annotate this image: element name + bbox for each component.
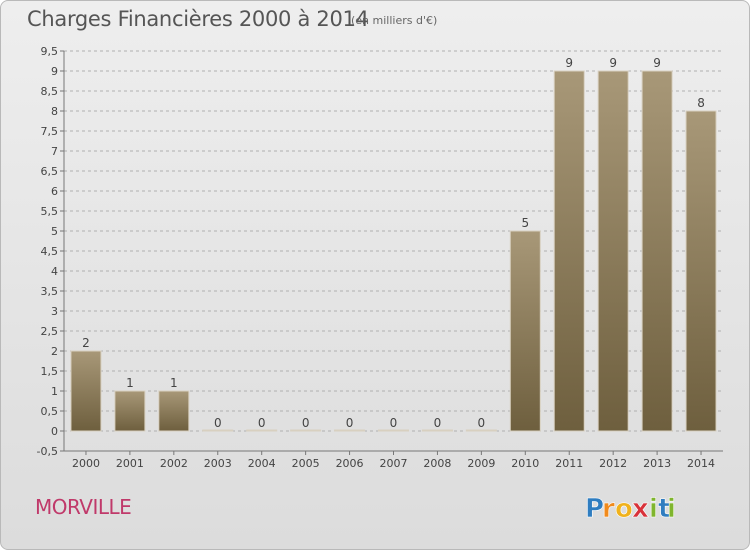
bar-value-label: 2 bbox=[82, 336, 90, 350]
bar bbox=[202, 429, 234, 432]
bar-value-label: 0 bbox=[302, 416, 310, 430]
bar bbox=[685, 110, 717, 432]
y-tick-label: 5,5 bbox=[41, 205, 59, 218]
y-tick-label: 0,5 bbox=[41, 405, 59, 418]
bar bbox=[334, 429, 366, 432]
logo-letter: t bbox=[658, 494, 670, 524]
bar-value-label: 1 bbox=[126, 376, 134, 390]
bar bbox=[597, 70, 629, 432]
y-tick-label: 2,5 bbox=[41, 325, 59, 338]
logo-letter: x bbox=[632, 494, 649, 524]
bar-value-label: 0 bbox=[346, 416, 354, 430]
x-tick-label: 2001 bbox=[116, 457, 144, 470]
bar bbox=[421, 429, 453, 432]
y-tick-label: 0 bbox=[51, 425, 58, 438]
x-tick-label: 2010 bbox=[511, 457, 539, 470]
bar-value-label: 0 bbox=[390, 416, 398, 430]
y-tick-label: 1 bbox=[51, 385, 58, 398]
bar-value-label: 1 bbox=[170, 376, 178, 390]
bar bbox=[465, 429, 497, 432]
bar-value-label: 0 bbox=[478, 416, 486, 430]
bar-value-label: 5 bbox=[521, 216, 529, 230]
y-tick-label: 7,5 bbox=[41, 125, 59, 138]
bar bbox=[70, 350, 102, 432]
y-tick-label: 4,5 bbox=[41, 245, 59, 258]
logo-letter: i bbox=[649, 494, 658, 524]
bar bbox=[641, 70, 673, 432]
logo-letter: P bbox=[585, 494, 604, 524]
y-tick-label: 6 bbox=[51, 185, 58, 198]
y-tick-label: 1,5 bbox=[41, 365, 59, 378]
y-tick-label: 4 bbox=[51, 265, 58, 278]
y-tick-label: 8 bbox=[51, 105, 58, 118]
logo-letter: r bbox=[602, 494, 615, 524]
x-tick-label: 2013 bbox=[643, 457, 671, 470]
commune-name: MORVILLE bbox=[35, 495, 132, 519]
bar bbox=[158, 390, 190, 432]
bar-value-label: 9 bbox=[565, 56, 573, 70]
y-tick-label: 7 bbox=[51, 145, 58, 158]
x-tick-label: 2004 bbox=[248, 457, 276, 470]
y-tick-label: -0,5 bbox=[37, 445, 58, 458]
logo-letter: i bbox=[667, 494, 676, 524]
proxiti-logo: Pr o x i ti bbox=[585, 494, 677, 524]
x-tick-label: 2008 bbox=[423, 457, 451, 470]
y-tick-label: 9,5 bbox=[41, 45, 59, 58]
y-tick-label: 6,5 bbox=[41, 165, 59, 178]
x-tick-label: 2000 bbox=[72, 457, 100, 470]
chart-subtitle: (en milliers d'€) bbox=[351, 14, 438, 27]
bar-value-label: 0 bbox=[214, 416, 222, 430]
x-tick-label: 2005 bbox=[292, 457, 320, 470]
bar bbox=[114, 390, 146, 432]
y-tick-label: 8,5 bbox=[41, 85, 59, 98]
x-tick-label: 2003 bbox=[204, 457, 232, 470]
chart-title: Charges Financières 2000 à 2014 bbox=[27, 7, 369, 31]
logo-letter: o bbox=[615, 494, 633, 524]
bar bbox=[290, 429, 322, 432]
bar-value-label: 9 bbox=[609, 56, 617, 70]
bar-value-label: 0 bbox=[434, 416, 442, 430]
y-tick-label: 9 bbox=[51, 65, 58, 78]
y-tick-label: 3,5 bbox=[41, 285, 59, 298]
x-tick-label: 2007 bbox=[380, 457, 408, 470]
bar bbox=[553, 70, 585, 432]
x-tick-label: 2011 bbox=[555, 457, 583, 470]
x-tick-label: 2009 bbox=[467, 457, 495, 470]
x-tick-label: 2014 bbox=[687, 457, 715, 470]
bar bbox=[378, 429, 409, 432]
x-tick-label: 2006 bbox=[336, 457, 364, 470]
bar-value-label: 8 bbox=[697, 96, 705, 110]
y-tick-label: 3 bbox=[51, 305, 58, 318]
y-tick-label: 5 bbox=[51, 225, 58, 238]
bar bbox=[246, 429, 278, 432]
x-tick-label: 2012 bbox=[599, 457, 627, 470]
y-tick-label: 2 bbox=[51, 345, 58, 358]
x-tick-label: 2002 bbox=[160, 457, 188, 470]
bar-value-label: 9 bbox=[653, 56, 661, 70]
bar bbox=[509, 230, 541, 432]
bar-value-label: 0 bbox=[258, 416, 266, 430]
